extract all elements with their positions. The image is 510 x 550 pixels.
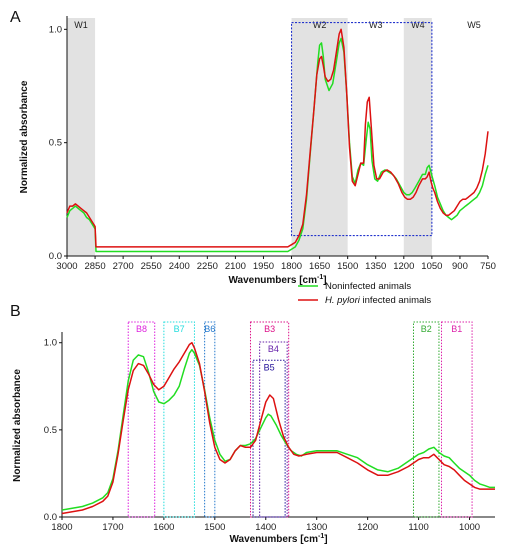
x-tick-label: 1300	[306, 522, 327, 533]
region-label: W5	[467, 20, 481, 30]
x-tick-label: 1350	[365, 261, 386, 272]
x-tick-label: 2550	[141, 261, 162, 272]
x-tick-label: 1600	[153, 522, 174, 533]
y-tick-label: 0.5	[49, 138, 62, 149]
legend-label-infected-rest: infected animals	[360, 295, 432, 306]
panel-a-chart: W1 W2 W3 W4 W5 3000 2850 2700 2550 2400 2250 2100 19…	[19, 16, 496, 286]
legend-label-noninfected: Noninfected animals	[325, 281, 411, 292]
x-tick-label: 1800	[51, 522, 72, 533]
band-label: B3	[264, 324, 275, 334]
region-band	[67, 18, 96, 256]
y-axis-title: Normalized absorbance	[19, 80, 30, 193]
x-tick-label: 2850	[84, 261, 105, 272]
x-axis-title: Wavenumbers [cm-1]	[228, 274, 326, 286]
region-band	[403, 18, 432, 256]
x-tick-label: 1950	[253, 261, 274, 272]
x-tick-label: 3000	[56, 261, 77, 272]
band-box	[259, 341, 288, 518]
band-label: B1	[451, 324, 462, 334]
band-box	[412, 321, 440, 518]
x-axis-title-sup: -1	[318, 533, 324, 540]
region-label: W1	[74, 20, 88, 30]
panel-a-letter: A	[10, 9, 21, 26]
x-axis-title-sup: -1	[317, 274, 323, 281]
x-tick-label: 1200	[357, 522, 378, 533]
band-label: B7	[174, 324, 185, 334]
series-line	[66, 37, 489, 253]
panel-b-chart: 1800 1700 1600 1500 1400 1300 1200 1100 1000 0.0 0…	[12, 321, 495, 545]
x-tick-label: 1400	[255, 522, 276, 533]
region-label: W4	[411, 20, 425, 30]
x-tick-label: 2700	[113, 261, 134, 272]
band-label: B5	[264, 362, 275, 372]
legend-label-infected: H. pylori infected animals	[325, 295, 431, 306]
region-label: W2	[313, 20, 327, 30]
band-label: B2	[421, 324, 432, 334]
x-axis-title-main: Wavenumbers [cm	[228, 275, 317, 286]
x-tick-label: 750	[480, 261, 496, 272]
x-tick-label: 1000	[459, 522, 480, 533]
panel-b-letter: B	[10, 303, 21, 320]
band-box	[163, 321, 195, 518]
series-line	[61, 341, 495, 515]
y-tick-label: 0.0	[49, 251, 62, 262]
series-line	[66, 28, 489, 248]
y-tick-label: 0.0	[44, 512, 57, 523]
band-label: B4	[268, 344, 279, 354]
band-box	[127, 321, 156, 518]
x-tick-label: 2250	[197, 261, 218, 272]
y-axis-title: Normalized absorbance	[12, 369, 23, 482]
x-tick-label: 1700	[102, 522, 123, 533]
band-label: B6	[204, 324, 215, 334]
y-tick-label: 0.5	[44, 425, 57, 436]
x-axis-title-end: ]	[323, 275, 326, 286]
x-axis-title-main: Wavenumbers [cm	[229, 534, 318, 545]
x-tick-label: 1200	[393, 261, 414, 272]
legend: Noninfected animals H. pylori infected a…	[298, 281, 431, 306]
band-box	[252, 359, 286, 518]
y-tick-label: 1.0	[49, 24, 62, 35]
x-tick-label: 2400	[169, 261, 190, 272]
legend-label-infected-italic: H. pylori	[325, 295, 361, 306]
x-tick-label: 1500	[204, 522, 225, 533]
x-axis-title-end: ]	[324, 534, 327, 545]
series-line	[61, 348, 495, 511]
region-label: W3	[369, 20, 383, 30]
x-tick-label: 1100	[408, 522, 428, 533]
band-box	[441, 321, 473, 518]
x-tick-label: 2100	[225, 261, 246, 272]
x-tick-label: 1500	[337, 261, 358, 272]
x-tick-label: 1650	[309, 261, 330, 272]
band-label: B8	[136, 324, 147, 334]
x-tick-label: 1050	[421, 261, 442, 272]
y-tick-label: 1.0	[44, 338, 57, 349]
region-band	[291, 18, 348, 256]
band-box	[204, 321, 216, 518]
x-tick-label: 1800	[281, 261, 302, 272]
x-tick-label: 900	[452, 261, 468, 272]
x-axis-title: Wavenumbers [cm-1]	[229, 533, 327, 545]
zoom-box	[290, 21, 433, 237]
